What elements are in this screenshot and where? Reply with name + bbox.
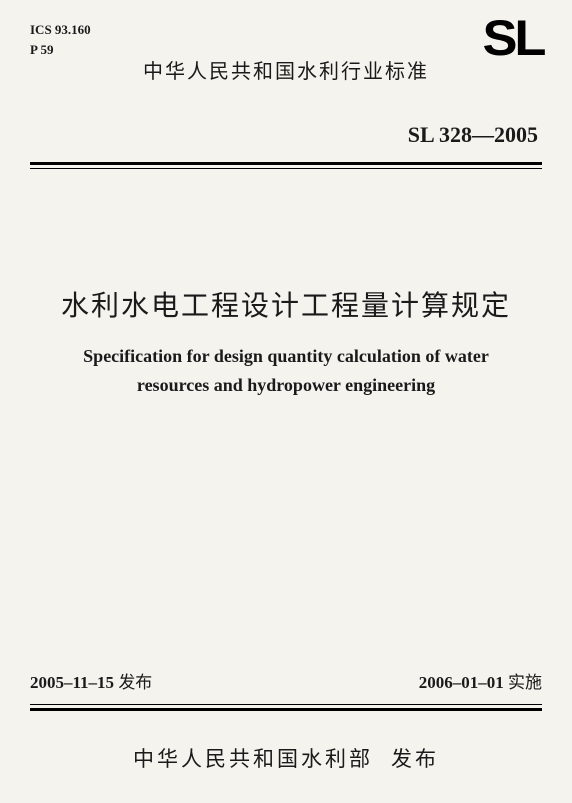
main-title-chinese: 水利水电工程设计工程量计算规定 bbox=[30, 284, 542, 324]
publish-date-block: 2005–11–15 发布 bbox=[30, 668, 152, 693]
bottom-divider-thick bbox=[30, 708, 542, 711]
divider-thick bbox=[30, 162, 542, 165]
effective-date: 2006–01–01 bbox=[419, 673, 504, 692]
publish-label: 发布 bbox=[114, 673, 152, 692]
ccs-code: P 59 bbox=[30, 40, 91, 60]
ics-block: ICS 93.160 P 59 bbox=[30, 20, 91, 59]
publish-date: 2005–11–15 bbox=[30, 673, 114, 692]
bottom-rule-group bbox=[30, 701, 542, 711]
standard-code: SL 328—2005 bbox=[30, 122, 542, 148]
en-title-line1: Specification for design quantity calcul… bbox=[36, 342, 536, 371]
divider-thin bbox=[30, 168, 542, 169]
dates-row: 2005–11–15 发布 2006–01–01 实施 bbox=[30, 668, 542, 693]
header-top-row: ICS 93.160 P 59 SL bbox=[30, 20, 542, 59]
organization-title: 中华人民共和国水利行业标准 bbox=[30, 55, 542, 84]
main-title-english: Specification for design quantity calcul… bbox=[30, 342, 542, 400]
sl-logo: SL bbox=[483, 20, 544, 58]
publisher-line: 中华人民共和国水利部发布 bbox=[0, 743, 572, 773]
effective-date-block: 2006–01–01 实施 bbox=[419, 668, 542, 693]
effective-label: 实施 bbox=[504, 673, 542, 692]
ics-code: ICS 93.160 bbox=[30, 20, 91, 40]
standard-cover-page: ICS 93.160 P 59 SL 中华人民共和国水利行业标准 SL 328—… bbox=[0, 0, 572, 803]
bottom-divider-thin bbox=[30, 704, 542, 705]
en-title-line2: resources and hydropower engineering bbox=[36, 371, 536, 400]
publisher-action: 发布 bbox=[391, 747, 439, 771]
publisher-org: 中华人民共和国水利部 bbox=[133, 747, 373, 771]
